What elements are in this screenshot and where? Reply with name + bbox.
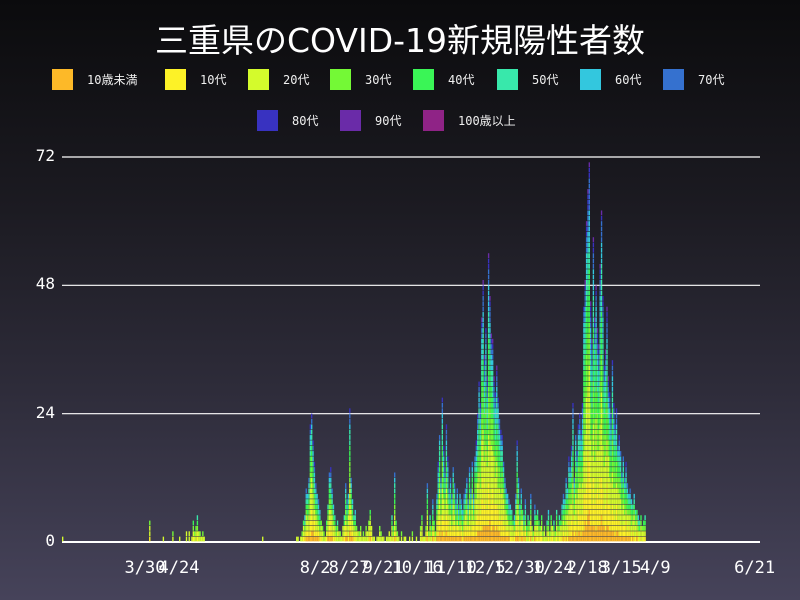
legend-item[interactable]: 20代 (248, 69, 309, 90)
legend-item[interactable]: 100歳以上 (423, 110, 516, 131)
x-tick-label: 3/30 (124, 558, 166, 578)
legend-item[interactable]: 60代 (580, 69, 641, 90)
legend-label: 80代 (292, 114, 319, 128)
legend-item[interactable]: 70代 (663, 69, 724, 90)
legend-item[interactable]: 10代 (165, 69, 226, 90)
x-tick-label: 6/21 (734, 558, 776, 578)
legend-label: 70代 (698, 73, 725, 87)
legend-item[interactable]: 10歳未満 (52, 69, 137, 90)
y-tick-label: 48 (35, 274, 55, 294)
x-tick-label: 9/21 (362, 558, 404, 578)
legend-label: 30代 (365, 73, 392, 87)
legend-item[interactable]: 50代 (497, 69, 558, 90)
legend-item[interactable]: 30代 (330, 69, 391, 90)
legend-label: 10歳未満 (87, 73, 138, 87)
legend-item[interactable]: 40代 (413, 69, 474, 90)
x-tick-label: 1/24 (532, 558, 574, 578)
x-tick-label: 2/18 (566, 558, 608, 578)
legend-label: 50代 (532, 73, 559, 87)
legend-swatch (423, 110, 444, 131)
legend-swatch (340, 110, 361, 131)
legend-item[interactable]: 80代 (257, 110, 318, 131)
x-tick-label: 4/24 (158, 558, 200, 578)
x-tick-label: 10/16 (391, 558, 443, 578)
legend-swatch (580, 69, 601, 90)
legend-label: 40代 (448, 73, 475, 87)
legend-label: 90代 (375, 114, 402, 128)
legend-item[interactable]: 90代 (340, 110, 401, 131)
legend-label: 100歳以上 (458, 114, 516, 128)
x-tick-label: 11/10 (425, 558, 477, 578)
x-tick-label: 12/30 (493, 558, 545, 578)
legend-swatch (165, 69, 186, 90)
y-tick-label: 72 (35, 146, 55, 165)
legend-swatch (663, 69, 684, 90)
x-tick-label: 4/9 (639, 558, 671, 578)
legend-swatch (413, 69, 434, 90)
bars (62, 162, 646, 542)
x-tick-label: 12/5 (464, 558, 506, 578)
legend-swatch (257, 110, 278, 131)
legend-label: 20代 (283, 73, 310, 87)
legend-swatch (497, 69, 518, 90)
x-tick-label: 8/2 (299, 558, 331, 578)
legend-swatch (248, 69, 269, 90)
y-tick-label: 0 (45, 531, 55, 550)
x-tick-label: 8/27 (328, 558, 370, 578)
legend-swatch (330, 69, 351, 90)
y-tick-label: 24 (35, 402, 55, 422)
legend-label: 10代 (200, 73, 227, 87)
x-tick-label: 3/15 (600, 558, 642, 578)
chart-title: 三重県のCOVID-19新規陽性者数 (154, 21, 646, 60)
legend-swatch (52, 69, 73, 90)
legend-label: 60代 (615, 73, 642, 87)
